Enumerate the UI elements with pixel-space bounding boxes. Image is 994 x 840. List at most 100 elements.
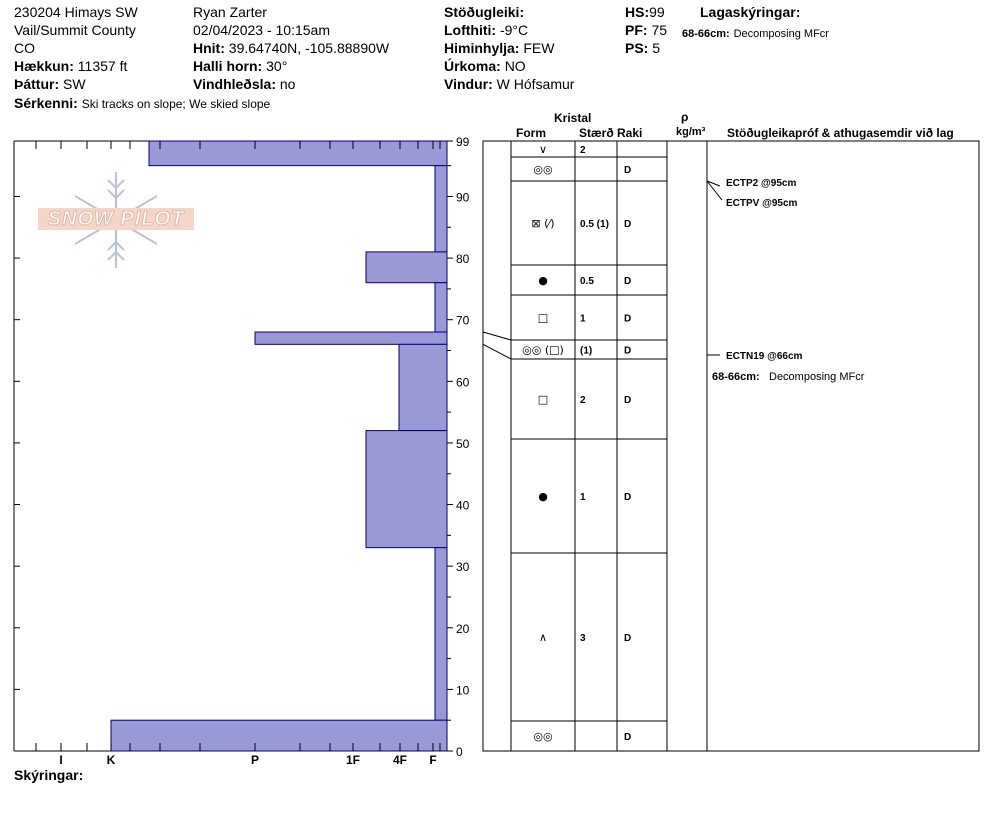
row-connector bbox=[482, 343, 512, 360]
pf-value: 75 bbox=[651, 22, 668, 38]
precip-value: NO bbox=[504, 58, 526, 74]
grain-form: ● bbox=[538, 490, 548, 503]
grain-form: ⊠ (⁄) bbox=[531, 217, 554, 230]
stability-test: ECTPV @95cm bbox=[726, 198, 798, 209]
hardness-bar bbox=[365, 251, 448, 284]
wind-loading-value: no bbox=[279, 76, 296, 92]
moisture: D bbox=[624, 732, 631, 743]
moisture: D bbox=[624, 165, 631, 176]
sky-label: Himinhylja: bbox=[444, 40, 520, 56]
layer-comment-depth: 68-66cm: bbox=[712, 371, 760, 383]
special-value: Ski tracks on slope; We skied slope bbox=[81, 97, 271, 111]
x-tick-label: 1F bbox=[346, 753, 360, 767]
stability-test: ECTP2 @95cm bbox=[726, 178, 796, 189]
air-temp-value: -9°C bbox=[499, 22, 529, 38]
pf-row: PF: 75 bbox=[625, 22, 667, 38]
stability-header: Stöðugleikapróf & athugasemdir við lag bbox=[727, 126, 954, 140]
hardness-bar bbox=[434, 282, 448, 333]
y-tick-label: 40 bbox=[456, 499, 470, 513]
state-name: CO bbox=[14, 40, 35, 56]
air-temp-label: Lofthiti: bbox=[444, 22, 497, 38]
wind-loading-label: Vindhleðsla: bbox=[193, 76, 276, 92]
ps-label: PS: bbox=[625, 40, 649, 56]
hardness-bar bbox=[110, 719, 448, 752]
grain-form: ∧ bbox=[539, 631, 547, 644]
moisture: D bbox=[624, 492, 631, 503]
table-frame bbox=[482, 140, 980, 752]
layer-notes-depth: 68-66cm: bbox=[682, 28, 730, 40]
slope-label: Halli horn: bbox=[193, 58, 263, 74]
slope-row: Halli horn: 30° bbox=[193, 58, 287, 74]
coords-label: Hnit: bbox=[193, 40, 225, 56]
elevation-row: Hækkun: 11357 ft bbox=[14, 58, 127, 74]
y-tick-label: 10 bbox=[456, 683, 470, 697]
hardness-bar bbox=[365, 430, 448, 549]
wind-value: W Hófsamur bbox=[496, 76, 575, 92]
x-tick-label: P bbox=[251, 753, 259, 767]
x-tick-label: 4F bbox=[393, 753, 407, 767]
grain-size: 1 bbox=[580, 314, 586, 325]
moisture: D bbox=[624, 219, 631, 230]
logo-text: SNOW PILOT bbox=[38, 208, 194, 231]
grain-form: ∨ bbox=[539, 143, 547, 156]
aspect-row: Þáttur: SW bbox=[14, 76, 86, 92]
x-tick-label: K bbox=[107, 753, 116, 767]
x-tick-label: F bbox=[429, 753, 436, 767]
special-label: Sérkenni: bbox=[14, 95, 78, 111]
y-tick-label: 60 bbox=[456, 375, 470, 389]
y-tick-label: 0 bbox=[456, 745, 463, 759]
pf-label: PF: bbox=[625, 22, 648, 38]
elevation-label: Hækkun: bbox=[14, 58, 74, 74]
moisture: D bbox=[624, 633, 631, 644]
precip-row: Úrkoma: NO bbox=[444, 58, 526, 74]
grain-size: 0.5 (1) bbox=[580, 219, 609, 230]
ps-value: 5 bbox=[652, 40, 661, 56]
grain-form: ◎◎ bbox=[533, 163, 552, 176]
wind-label: Vindur: bbox=[444, 76, 493, 92]
sky-row: Himinhylja: FEW bbox=[444, 40, 554, 56]
test-arrow-line bbox=[706, 180, 721, 187]
air-temp-row: Lofthiti: -9°C bbox=[444, 22, 528, 38]
grain-form: □ bbox=[538, 312, 548, 325]
elevation-value: 11357 ft bbox=[77, 58, 128, 74]
grain-size: 2 bbox=[580, 145, 586, 156]
grain-size: 1 bbox=[580, 492, 586, 503]
density-unit: kg/m³ bbox=[676, 126, 706, 138]
y-tick-label: 99 bbox=[456, 135, 470, 149]
obs-datetime: 02/04/2023 - 10:15am bbox=[193, 22, 330, 38]
grain-size: 0.5 bbox=[580, 276, 594, 287]
snowpilot-logo: SNOW PILOT bbox=[38, 170, 194, 270]
rho-header: ρ bbox=[681, 110, 689, 124]
moisture: D bbox=[624, 314, 631, 325]
wind-row: Vindur: W Hófsamur bbox=[444, 76, 574, 92]
hs-value: 99 bbox=[649, 4, 665, 20]
grain-form: ◎◎ (□) bbox=[522, 344, 564, 357]
footer-label: Skýringar: bbox=[14, 767, 84, 783]
sky-value: FEW bbox=[523, 40, 555, 56]
grain-form: □ bbox=[538, 393, 548, 406]
hs-row: HS:99 bbox=[625, 4, 665, 20]
row-connector bbox=[482, 331, 512, 341]
coords-row: Hnit: 39.64740N, -105.88890W bbox=[193, 40, 389, 56]
y-tick-label: 80 bbox=[456, 252, 470, 266]
stability-test: ECTN19 @66cm bbox=[726, 351, 803, 362]
size-header: Stærð bbox=[579, 126, 614, 140]
hs-label: HS: bbox=[625, 4, 650, 20]
grain-form: ● bbox=[538, 274, 548, 287]
slope-value: 30° bbox=[266, 58, 288, 74]
form-header: Form bbox=[516, 126, 546, 140]
hardness-bar bbox=[398, 343, 448, 432]
moisture-header: Raki bbox=[617, 126, 643, 140]
moisture: D bbox=[624, 395, 631, 406]
grain-form: ◎◎ bbox=[533, 730, 552, 743]
hardness-bar bbox=[254, 331, 448, 345]
grain-size: 3 bbox=[580, 633, 586, 644]
coords-value: 39.64740N, -105.88890W bbox=[228, 40, 390, 56]
region-name: Vail/Summit County bbox=[14, 22, 136, 38]
stability-label: Stöðugleiki: bbox=[444, 4, 525, 20]
layer-comment-text: Decomposing MFcr bbox=[769, 371, 865, 383]
grain-size: (1) bbox=[580, 346, 592, 357]
moisture: D bbox=[624, 346, 631, 357]
layer-notes-value: Decomposing MFcr bbox=[733, 28, 829, 40]
